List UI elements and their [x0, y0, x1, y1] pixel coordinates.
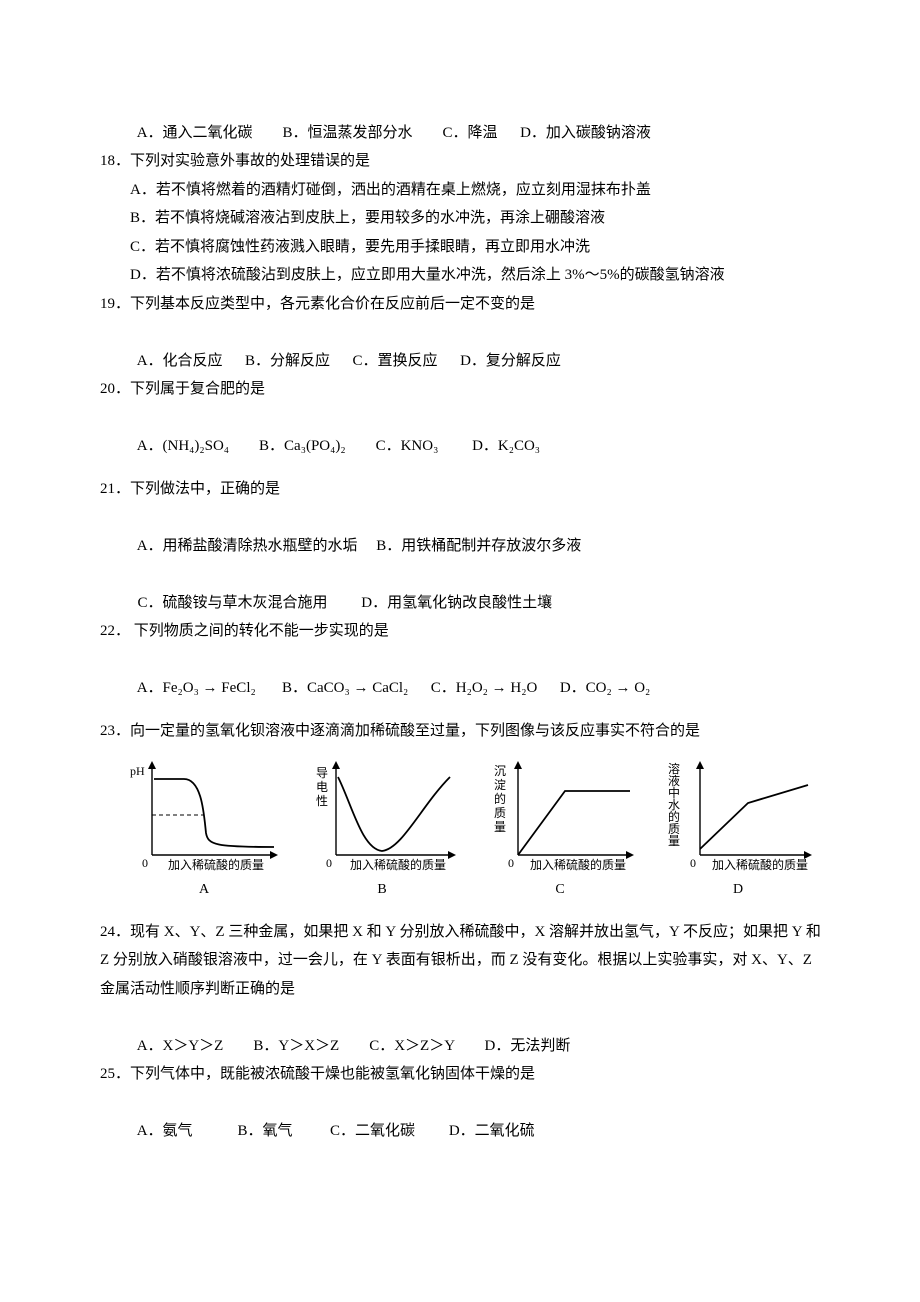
q19-D: D．复分解反应	[460, 353, 561, 369]
q17-A: A．通入二氧化碳	[137, 125, 253, 141]
q25-options: A．氨气 B．氧气 C．二氧化碳 D．二氧化硫	[100, 1089, 840, 1146]
q23-stem: 23．向一定量的氢氧化钡溶液中逐滴滴加稀硫酸至过量，下列图像与该反应事实不符合的…	[100, 717, 840, 746]
chart-A-ylabel: pH	[130, 764, 145, 778]
q18-B: B．若不慎将烧碱溶液沾到皮肤上，要用较多的水冲洗，再涂上硼酸溶液	[100, 204, 840, 233]
q20-B: B．Ca₃(PO₄)₂	[259, 438, 346, 454]
q23-charts: pH 0 加入稀硫酸的质量 A 导 电 性 0 加入稀硫酸的质量 B	[124, 755, 840, 904]
svg-text:0: 0	[326, 856, 332, 870]
svg-text:沉: 沉	[494, 764, 506, 778]
q19-stem: 19．下列基本反应类型中，各元素化合价在反应前后一定不变的是	[100, 290, 840, 319]
q20-A: A．(NH₄)₂SO₄	[137, 438, 229, 454]
q25-B: B．氧气	[238, 1123, 293, 1139]
chart-D-xcaption: 加入稀硫酸的质量	[712, 857, 808, 872]
q24-line1: 24．现有 X、Y、Z 三种金属，如果把 X 和 Y 分别放入稀硫酸中，X 溶解…	[100, 918, 840, 947]
svg-text:质: 质	[494, 806, 506, 820]
q21-A: A．用稀盐酸清除热水瓶壁的水垢	[137, 538, 358, 554]
q24-B: B．Y＞X＞Z	[253, 1038, 339, 1054]
svg-text:性: 性	[316, 794, 328, 808]
q19-options: A．化合反应 B．分解反应 C．置换反应 D．复分解反应	[100, 318, 840, 375]
q24-line2: Z 分别放入硝酸银溶液中，过一会儿，在 Y 表面有银析出，而 Z 没有变化。根据…	[100, 946, 840, 975]
q19-A: A．化合反应	[137, 353, 223, 369]
q25-A: A．氨气	[137, 1123, 193, 1139]
chart-D-label: D	[733, 877, 743, 904]
q21-row2: C．硫酸铵与草木灰混合施用 D．用氢氧化钠改良酸性土壤	[100, 560, 840, 617]
chart-C-label: C	[555, 877, 564, 904]
chart-B-xcaption: 加入稀硫酸的质量	[350, 857, 446, 872]
q17-D: D．加入碳酸钠溶液	[520, 125, 651, 141]
q24-options: A．X＞Y＞Z B．Y＞X＞Z C．X＞Z＞Y D．无法判断	[100, 1003, 840, 1060]
q25-D: D．二氧化硫	[449, 1123, 535, 1139]
svg-text:淀: 淀	[494, 778, 506, 792]
q22-C: C．H₂O₂ → H₂O	[431, 680, 538, 696]
svg-text:0: 0	[142, 856, 148, 870]
q24-C: C．X＞Z＞Y	[369, 1038, 454, 1054]
q17-options: A．通入二氧化碳 B．恒温蒸发部分水 C．降温 D．加入碳酸钠溶液	[100, 90, 840, 147]
q21-D: D．用氢氧化钠改良酸性土壤	[361, 595, 552, 611]
q25-C: C．二氧化碳	[330, 1123, 415, 1139]
svg-text:0: 0	[508, 856, 514, 870]
chart-A-label: A	[199, 877, 209, 904]
chart-B: 导 电 性 0 加入稀硫酸的质量 B	[302, 755, 462, 904]
svg-text:0: 0	[690, 856, 696, 870]
chart-C-xcaption: 加入稀硫酸的质量	[530, 857, 626, 872]
q21-row1: A．用稀盐酸清除热水瓶壁的水垢 B．用铁桶配制并存放波尔多液	[100, 503, 840, 560]
chart-A-xcaption: 加入稀硫酸的质量	[168, 857, 264, 872]
svg-text:的: 的	[494, 791, 506, 806]
q20-C: C．KNO₃	[376, 438, 439, 454]
q22-B: B．CaCO₃ → CaCl₂	[282, 680, 408, 696]
chart-C: 沉 淀 的 质 量 0 加入稀硫酸的质量 C	[480, 755, 640, 904]
q24-A: A．X＞Y＞Z	[137, 1038, 224, 1054]
q17-C: C．降温	[443, 125, 498, 141]
q19-C: C．置换反应	[353, 353, 438, 369]
q21-B: B．用铁桶配制并存放波尔多液	[376, 538, 581, 554]
q20-stem: 20．下列属于复合肥的是	[100, 375, 840, 404]
q24-D: D．无法判断	[484, 1038, 570, 1054]
q22-D: D．CO₂ → O₂	[560, 680, 650, 696]
svg-text:导: 导	[316, 766, 328, 780]
q19-B: B．分解反应	[245, 353, 330, 369]
q25-stem: 25．下列气体中，既能被浓硫酸干燥也能被氢氧化钠固体干燥的是	[100, 1060, 840, 1089]
q21-C: C．硫酸铵与草木灰混合施用	[138, 595, 328, 611]
q21-stem: 21．下列做法中，正确的是	[100, 475, 840, 504]
q17-B: B．恒温蒸发部分水	[283, 125, 413, 141]
svg-text:电: 电	[316, 780, 328, 794]
q18-D: D．若不慎将浓硫酸沾到皮肤上，应立即用大量水冲洗，然后涂上 3%～5%的碳酸氢钠…	[100, 261, 840, 290]
q20-D: D．K₂CO₃	[472, 438, 540, 454]
q22-stem: 22． 下列物质之间的转化不能一步实现的是	[100, 617, 840, 646]
q18-stem: 18．下列对实验意外事故的处理错误的是	[100, 147, 840, 176]
q24-line3: 金属活动性顺序判断正确的是	[100, 975, 840, 1004]
svg-text:量: 量	[668, 834, 680, 848]
q18-A: A．若不慎将燃着的酒精灯碰倒，洒出的酒精在桌上燃烧，应立刻用湿抹布扑盖	[100, 176, 840, 205]
chart-D: 溶 液 中 水 的 质 量 0 加入稀硫酸的质量 D	[658, 755, 818, 904]
q18-C: C．若不慎将腐蚀性药液溅入眼睛，要先用手揉眼睛，再立即用水冲洗	[100, 233, 840, 262]
q22-options: A．Fe₂O₃ → FeCl₂ B．CaCO₃ → CaCl₂ C．H₂O₂ →…	[100, 646, 840, 703]
svg-text:量: 量	[494, 820, 506, 834]
chart-B-label: B	[377, 877, 386, 904]
chart-A: pH 0 加入稀硫酸的质量 A	[124, 755, 284, 904]
q20-options: A．(NH₄)₂SO₄ B．Ca₃(PO₄)₂ C．KNO₃ D．K₂CO₃	[100, 404, 840, 461]
q22-A: A．Fe₂O₃ → FeCl₂	[137, 680, 256, 696]
